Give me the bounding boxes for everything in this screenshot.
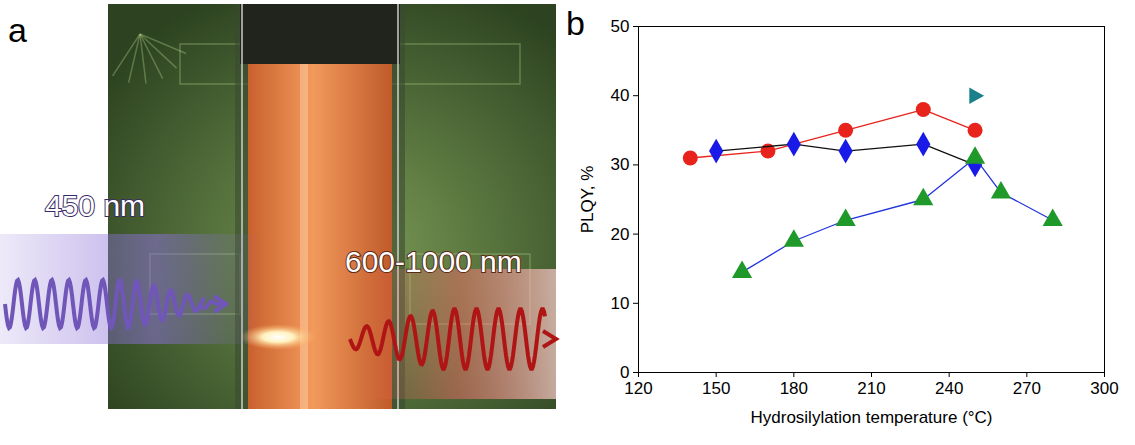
svg-text:450 nm: 450 nm: [45, 189, 145, 222]
svg-text:600-1000 nm: 600-1000 nm: [345, 245, 522, 278]
svg-text:a: a: [8, 11, 27, 49]
svg-text:40: 40: [611, 86, 630, 105]
svg-text:180: 180: [780, 379, 808, 398]
svg-text:240: 240: [935, 379, 963, 398]
svg-text:210: 210: [857, 379, 885, 398]
svg-text:120: 120: [624, 379, 652, 398]
svg-text:150: 150: [702, 379, 730, 398]
svg-text:0: 0: [620, 362, 630, 382]
svg-text:30: 30: [611, 155, 630, 174]
svg-text:50: 50: [611, 17, 630, 36]
svg-text:300: 300: [1090, 379, 1118, 398]
svg-text:Hydrosilylation temperature (°: Hydrosilylation temperature (°C): [750, 408, 992, 427]
svg-text:270: 270: [1013, 379, 1041, 398]
html-text:b: b: [566, 4, 585, 42]
svg-text:10: 10: [611, 294, 630, 313]
svg-text:PLQY, %: PLQY, %: [578, 166, 597, 234]
svg-text:20: 20: [611, 225, 630, 244]
